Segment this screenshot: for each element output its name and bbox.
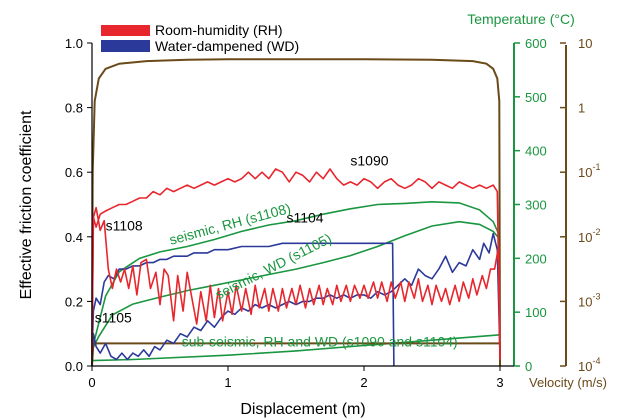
velocity-curve-seismic	[91, 58, 501, 367]
legend-item-rh: Room-humidity (RH)	[101, 22, 283, 38]
y-ticks: 0.0 0.2 0.4 0.6 0.8 1.0	[65, 36, 92, 374]
y3-tick-label: 10-3	[578, 291, 600, 309]
y3-tick-label: 10-4	[578, 356, 600, 374]
x-tick-label: 2	[360, 375, 367, 390]
y-tick-label: 0.2	[65, 294, 83, 309]
x-ticks: 0 1 2 3	[88, 366, 504, 390]
legend-swatch-wd	[101, 40, 150, 52]
legend-label-rh: Room-humidity (RH)	[155, 22, 283, 38]
legend-swatch-rh	[101, 25, 150, 36]
y3-axis-title: Velocity (m/s)	[529, 375, 607, 390]
plot-frame	[91, 43, 514, 367]
y-axis-title: Effective friction coefficient	[18, 110, 35, 299]
temperature-curve-2	[91, 334, 501, 362]
y2-tick-label: 300	[525, 198, 547, 213]
y2-ticks: 0 100 200 300 400 500 600	[514, 36, 547, 374]
y3-axis-group: 10-4 10-3 10-2 10-1 1 10	[560, 36, 600, 374]
friction-series-3	[91, 232, 501, 361]
legend-item-wd: Water-dampened (WD)	[101, 38, 299, 54]
friction-series	[91, 168, 501, 367]
y2-tick-label: 600	[525, 36, 547, 51]
y2-tick-label: 500	[525, 90, 547, 105]
legend-label-wd: Water-dampened (WD)	[155, 38, 299, 54]
y2-tick-label: 400	[525, 144, 547, 159]
y2-tick-label: 200	[525, 251, 547, 266]
y3-tick-label: 10-1	[578, 162, 600, 180]
y2-axis-title: Temperature (°C)	[467, 11, 575, 27]
annotation-0: s1090	[350, 153, 388, 169]
friction-series-0	[91, 206, 501, 360]
x-tick-label: 3	[496, 375, 503, 390]
y3-tick-label: 10	[578, 36, 592, 51]
temperature-curve-1	[91, 220, 501, 351]
friction-series-1	[91, 168, 501, 360]
y2-tick-label: 100	[525, 305, 547, 320]
y-tick-label: 0.6	[65, 165, 83, 180]
y2-axis-group: 0 100 200 300 400 500 600	[513, 36, 547, 374]
y-tick-label: 0.4	[65, 230, 83, 245]
x-axis-title: Displacement (m)	[240, 401, 365, 418]
y-tick-label: 0.0	[65, 359, 83, 374]
y-tick-label: 0.8	[65, 101, 83, 116]
x-tick-label: 1	[224, 375, 231, 390]
x-tick-label: 0	[88, 375, 95, 390]
y2-tick-label: 0	[525, 359, 532, 374]
annotation-1: s1108	[106, 217, 143, 233]
annotation-2: s1104	[286, 209, 323, 225]
annotation-6: sub-seismic, RH and WD (s1090 and s1104)	[182, 334, 458, 350]
y3-tick-label: 1	[578, 101, 585, 116]
annotation-3: s1105	[95, 309, 132, 325]
y3-tick-label: 10-2	[578, 227, 600, 245]
y-tick-label: 1.0	[65, 36, 83, 51]
legend: Room-humidity (RH) Water-dampened (WD)	[101, 22, 299, 54]
